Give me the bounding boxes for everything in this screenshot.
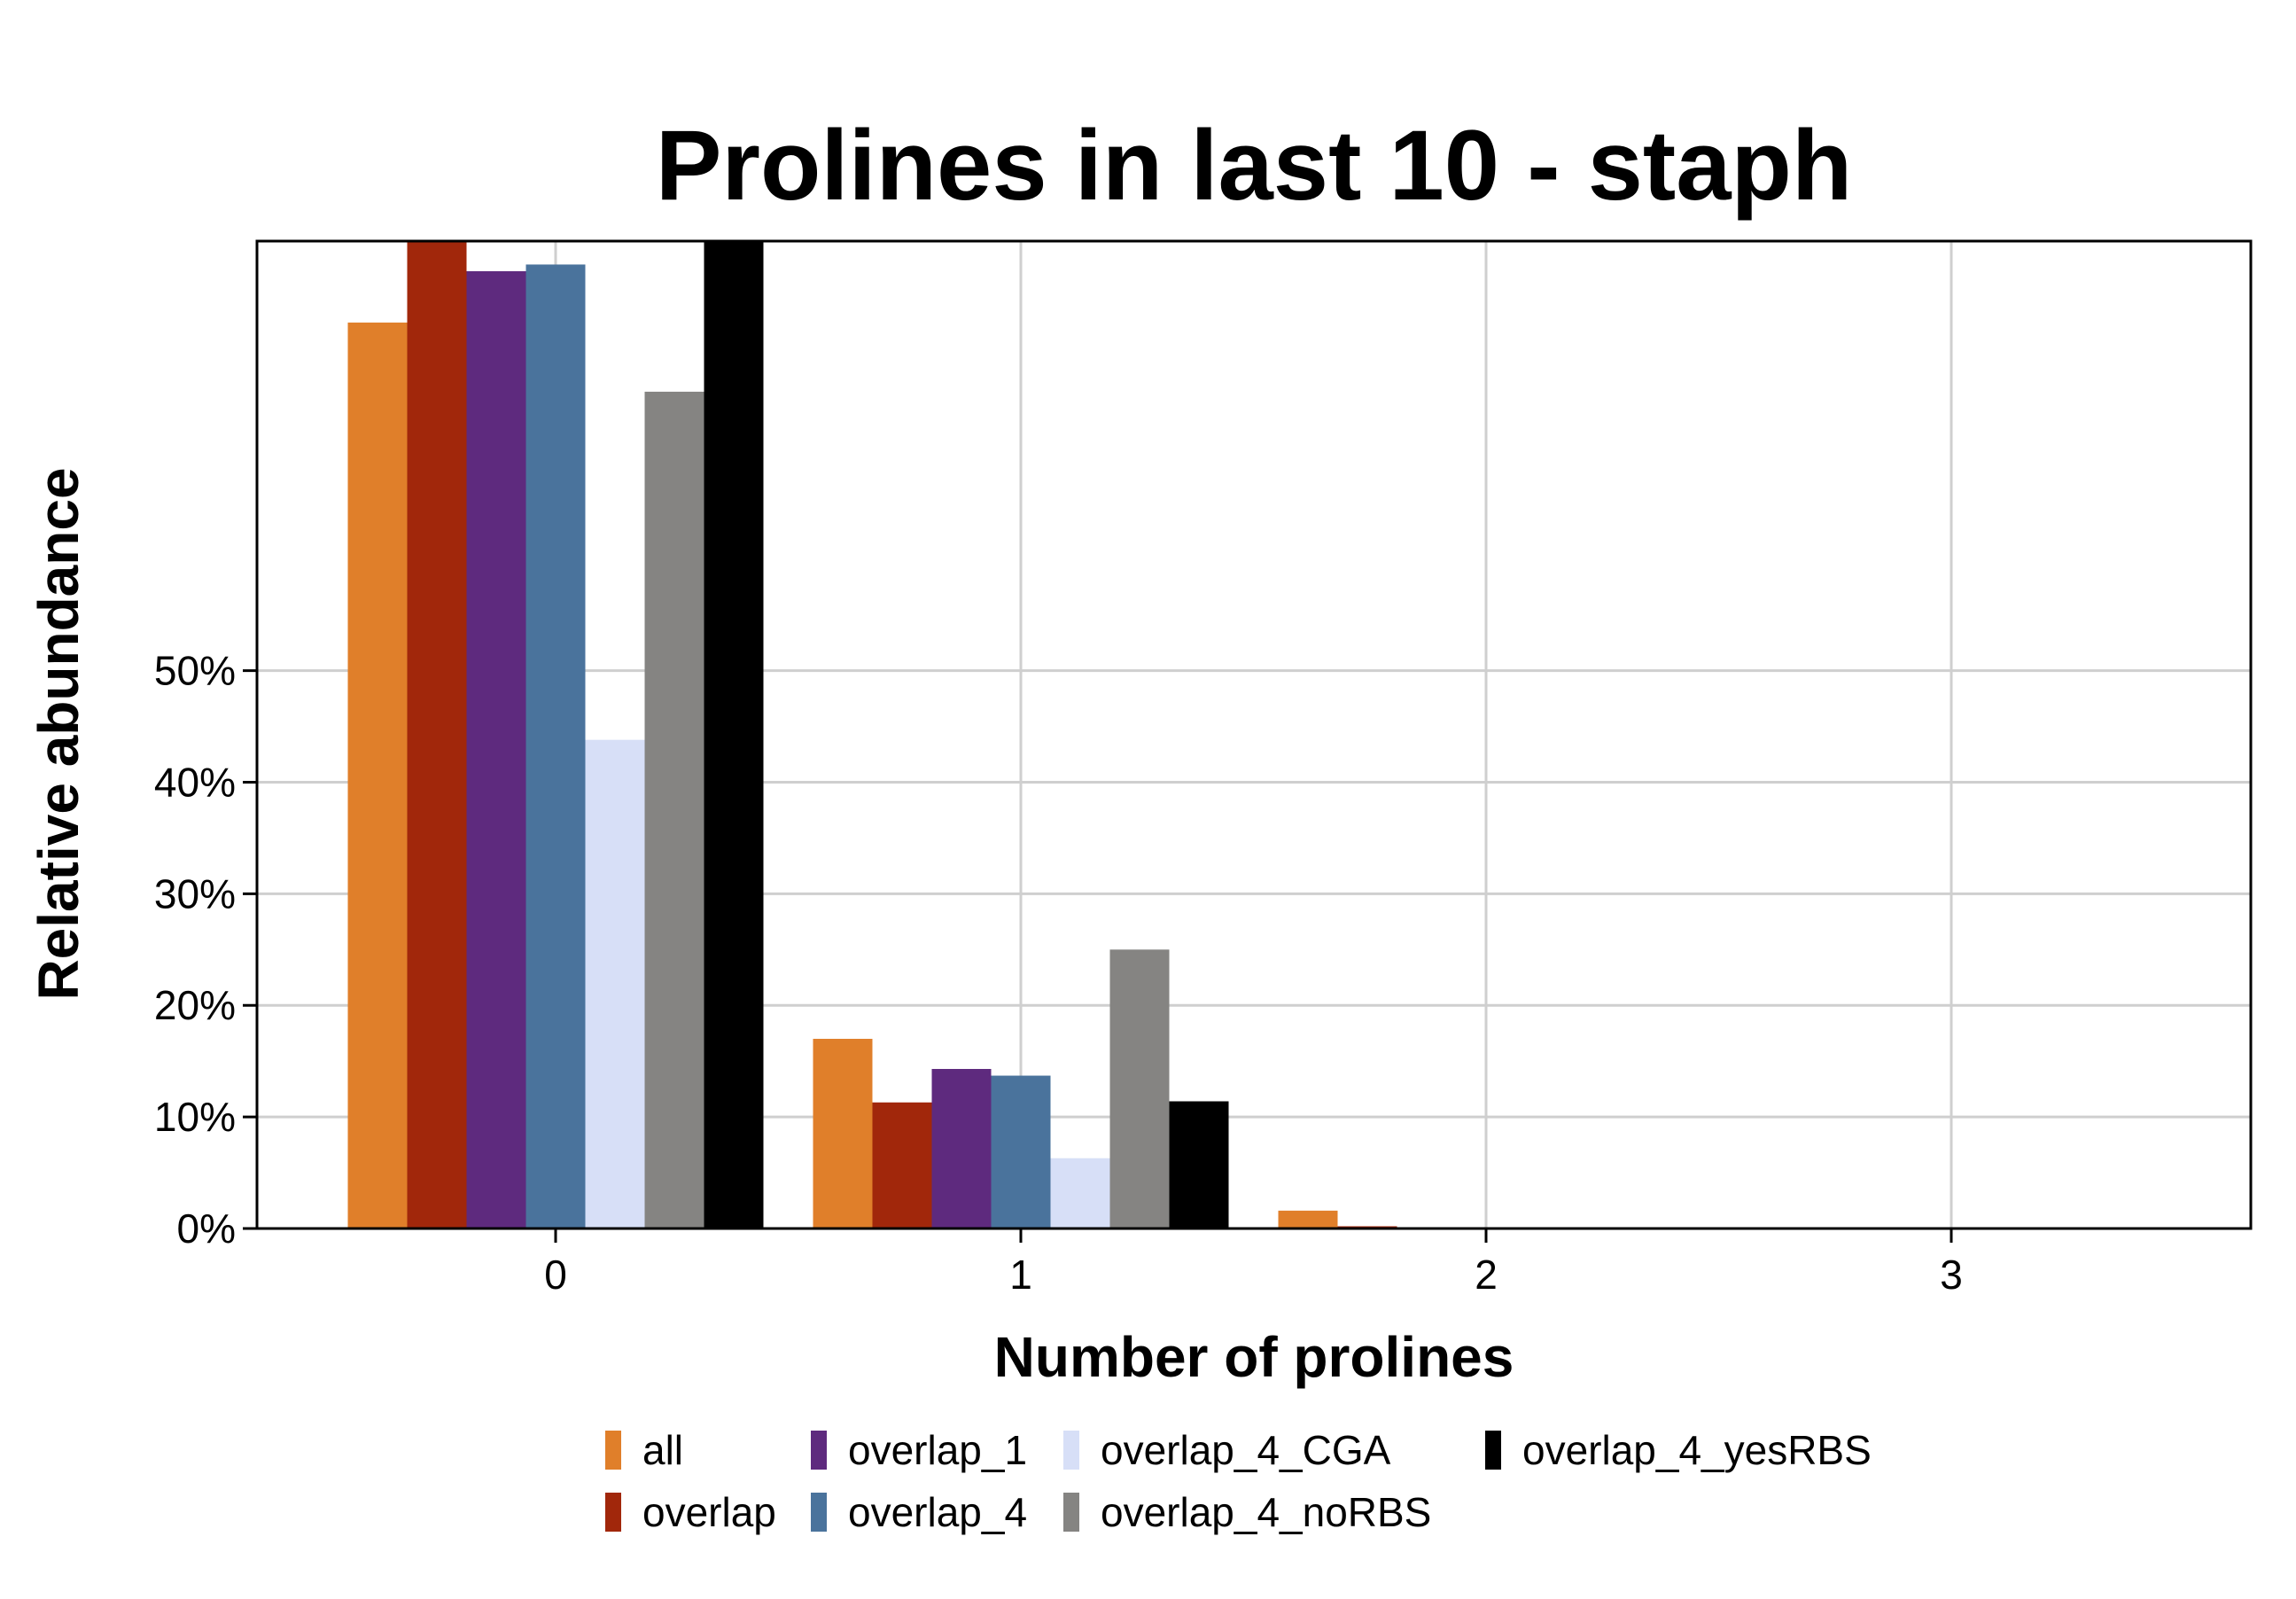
x-tick-label: 1 bbox=[1009, 1252, 1032, 1298]
bar-overlap_4_CGA-1 bbox=[1050, 1158, 1110, 1228]
legend-item-overlap_4_yesRBS: overlap_4_yesRBS bbox=[1485, 1427, 1872, 1473]
legend-label: overlap_1 bbox=[848, 1427, 1027, 1473]
bar-overlap_4_yesRBS-0 bbox=[704, 241, 764, 1228]
legend-swatch bbox=[605, 1493, 621, 1532]
bar-overlap_4_noRBS-0 bbox=[644, 391, 704, 1228]
bar-overlap_1-0 bbox=[466, 270, 526, 1228]
x-axis-title: Number of prolines bbox=[994, 1325, 1514, 1389]
bar-overlap-0 bbox=[407, 241, 467, 1228]
legend-item-overlap_4_CGA: overlap_4_CGA bbox=[1063, 1427, 1391, 1473]
y-tick-label: 20% bbox=[154, 982, 236, 1028]
legend-swatch bbox=[605, 1431, 621, 1470]
x-tick-label: 0 bbox=[544, 1252, 567, 1298]
legend-label: overlap_4_yesRBS bbox=[1522, 1427, 1872, 1473]
y-axis: 0% 10% 20% 30% 40% 50% bbox=[154, 648, 257, 1252]
legend-label: all bbox=[642, 1427, 683, 1473]
legend-item-overlap_4_noRBS: overlap_4_noRBS bbox=[1063, 1489, 1431, 1535]
bar-all-1 bbox=[813, 1039, 873, 1228]
legend-label: overlap_4_noRBS bbox=[1101, 1489, 1431, 1535]
bar-overlap_4_yesRBS-1 bbox=[1169, 1101, 1229, 1228]
legend-swatch bbox=[811, 1493, 827, 1532]
y-axis-title: Relative abundance bbox=[27, 467, 90, 1000]
bar-overlap_4_noRBS-1 bbox=[1109, 949, 1170, 1228]
bar-all-2 bbox=[1278, 1210, 1338, 1228]
bar-overlap-1 bbox=[872, 1102, 932, 1228]
legend-item-overlap_1: overlap_1 bbox=[811, 1427, 1027, 1473]
legend-item-overlap_4: overlap_4 bbox=[811, 1489, 1027, 1535]
legend-swatch bbox=[1063, 1493, 1079, 1532]
y-tick-label: 10% bbox=[154, 1094, 236, 1140]
legend-label: overlap_4 bbox=[848, 1489, 1027, 1535]
x-tick-label: 2 bbox=[1475, 1252, 1498, 1298]
legend-swatch bbox=[1485, 1431, 1501, 1470]
legend-label: overlap_4_CGA bbox=[1101, 1427, 1391, 1473]
y-tick-label: 30% bbox=[154, 870, 236, 916]
y-tick-label: 40% bbox=[154, 759, 236, 805]
bar-overlap_4_CGA-0 bbox=[585, 739, 645, 1228]
legend-item-overlap: overlap bbox=[605, 1489, 776, 1535]
bars bbox=[347, 241, 1803, 1229]
legend-swatch bbox=[1063, 1431, 1079, 1470]
x-tick-label: 3 bbox=[1940, 1252, 1963, 1298]
bar-overlap_1-1 bbox=[931, 1068, 992, 1228]
bar-overlap_4-1 bbox=[991, 1075, 1051, 1228]
bar-all-0 bbox=[347, 322, 408, 1228]
legend: all overlap overlap_1 overlap_4 overlap_4_CG… bbox=[605, 1427, 1872, 1535]
plot-frame bbox=[255, 239, 2253, 1230]
legend-label: overlap bbox=[642, 1489, 776, 1535]
bar-overlap_4-0 bbox=[525, 264, 586, 1229]
legend-item-all: all bbox=[605, 1427, 683, 1473]
chart-title: Prolines in last 10 - staph bbox=[656, 110, 1853, 221]
y-tick-label: 50% bbox=[154, 648, 236, 694]
y-tick-label: 0% bbox=[177, 1205, 236, 1252]
legend-swatch bbox=[811, 1431, 827, 1470]
x-axis: 0 1 2 3 bbox=[544, 1228, 1963, 1298]
